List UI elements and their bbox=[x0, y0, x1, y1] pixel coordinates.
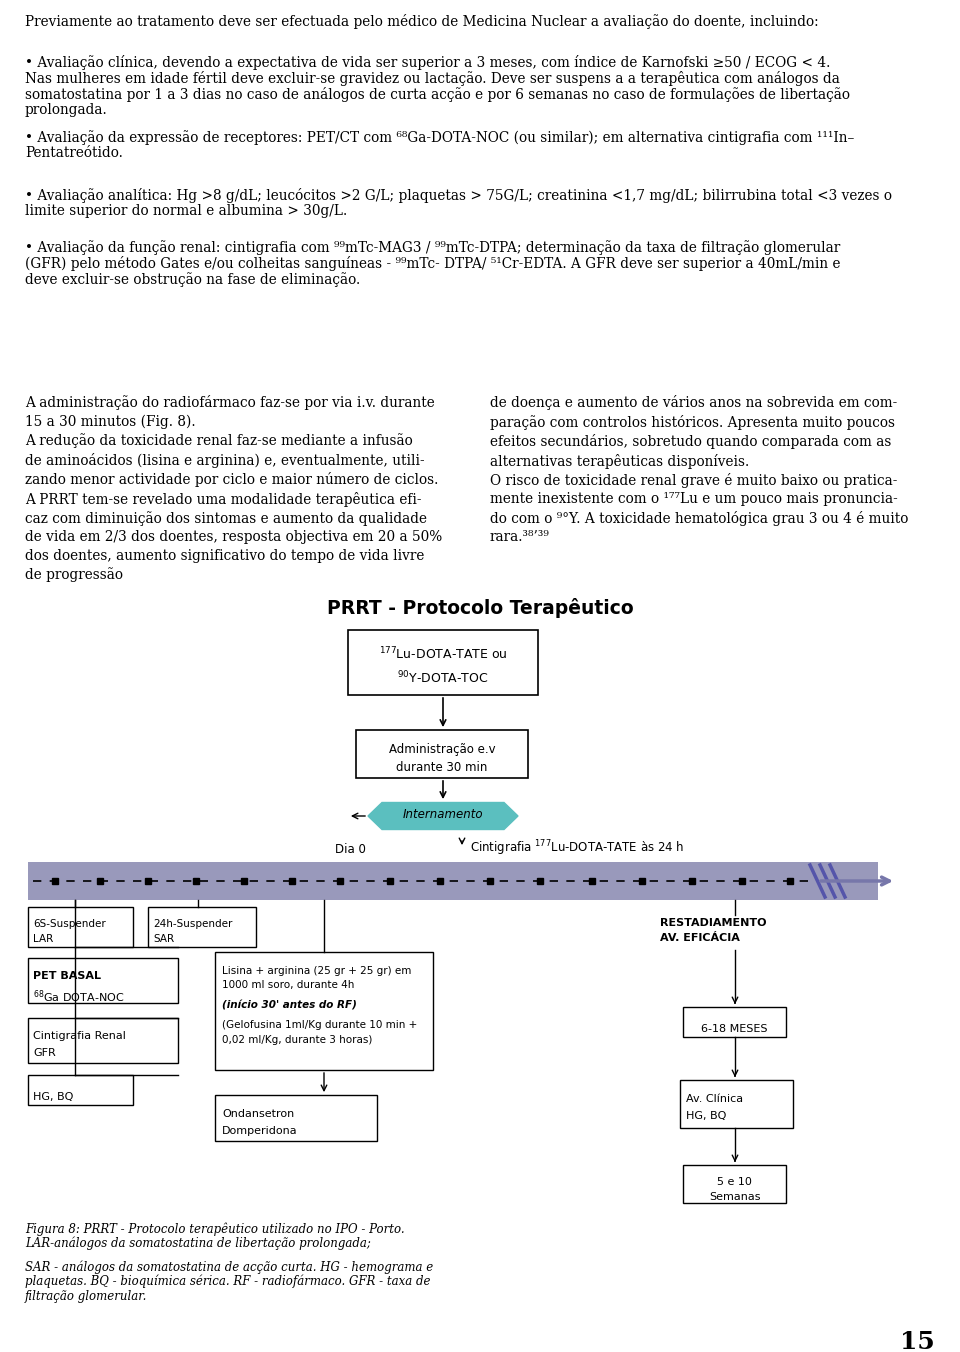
Text: LAR-análogos da somatostatina de libertação prolongada;: LAR-análogos da somatostatina de liberta… bbox=[25, 1237, 371, 1251]
FancyBboxPatch shape bbox=[215, 1095, 377, 1141]
Text: 0,02 ml/Kg, durante 3 horas): 0,02 ml/Kg, durante 3 horas) bbox=[222, 1036, 372, 1045]
Text: SAR - análogos da somatostatina de acção curta. HG - hemograma e: SAR - análogos da somatostatina de acção… bbox=[25, 1260, 433, 1274]
Text: Administração e.v: Administração e.v bbox=[389, 744, 495, 756]
Text: durante 30 min: durante 30 min bbox=[396, 761, 488, 773]
Text: 5 e 10: 5 e 10 bbox=[717, 1178, 752, 1187]
Text: $^{68}$Ga DOTA-NOC: $^{68}$Ga DOTA-NOC bbox=[33, 988, 124, 1005]
Text: 6S-Suspender: 6S-Suspender bbox=[33, 919, 106, 929]
Text: $^{177}$Lu-DOTA-TATE ou: $^{177}$Lu-DOTA-TATE ou bbox=[378, 646, 507, 662]
Text: filtração glomerular.: filtração glomerular. bbox=[25, 1290, 148, 1303]
Text: SAR: SAR bbox=[153, 934, 174, 944]
FancyBboxPatch shape bbox=[148, 907, 256, 946]
FancyBboxPatch shape bbox=[683, 1165, 786, 1203]
Text: 1000 ml soro, durante 4h: 1000 ml soro, durante 4h bbox=[222, 980, 354, 990]
Text: Lisina + arginina (25 gr + 25 gr) em: Lisina + arginina (25 gr + 25 gr) em bbox=[222, 965, 412, 976]
Text: A administração do radiofármaco faz-se por via i.v. durante
15 a 30 minutos (Fig: A administração do radiofármaco faz-se p… bbox=[25, 395, 443, 581]
Text: Figura 8: PRRT - Protocolo terapêutico utilizado no IPO - Porto.: Figura 8: PRRT - Protocolo terapêutico u… bbox=[25, 1222, 404, 1236]
Text: 15: 15 bbox=[900, 1330, 935, 1352]
Polygon shape bbox=[368, 803, 518, 830]
Text: Cintigrafia $^{177}$Lu-DOTA-TATE às 24 h: Cintigrafia $^{177}$Lu-DOTA-TATE às 24 h bbox=[470, 838, 684, 857]
FancyBboxPatch shape bbox=[28, 863, 878, 900]
Text: • Avaliação analítica: Hg >8 g/dL; leucócitos >2 G/L; plaquetas > 75G/L; creatin: • Avaliação analítica: Hg >8 g/dL; leucó… bbox=[25, 188, 892, 203]
FancyBboxPatch shape bbox=[215, 952, 433, 1069]
Text: deve excluir-se obstrução na fase de eliminação.: deve excluir-se obstrução na fase de eli… bbox=[25, 272, 360, 287]
Text: LAR: LAR bbox=[33, 934, 53, 944]
Text: • Avaliação da expressão de receptores: PET/CT com ⁶⁸Ga-DOTA-NOC (ou similar); e: • Avaliação da expressão de receptores: … bbox=[25, 130, 854, 145]
Text: HG, BQ: HG, BQ bbox=[33, 1092, 73, 1102]
Text: • Avaliação clínica, devendo a expectativa de vida ser superior a 3 meses, com í: • Avaliação clínica, devendo a expectati… bbox=[25, 55, 830, 70]
Text: prolongada.: prolongada. bbox=[25, 103, 108, 118]
Text: limite superior do normal e albumina > 30g/L.: limite superior do normal e albumina > 3… bbox=[25, 204, 348, 218]
Text: Nas mulheres em idade fértil deve excluir-se gravidez ou lactação. Deve ser susp: Nas mulheres em idade fértil deve exclui… bbox=[25, 72, 840, 87]
FancyBboxPatch shape bbox=[28, 959, 178, 1003]
Text: Semanas: Semanas bbox=[708, 1192, 760, 1202]
Text: Dia 0: Dia 0 bbox=[335, 844, 366, 856]
Text: GFR: GFR bbox=[33, 1048, 56, 1059]
Text: 6-18 MESES: 6-18 MESES bbox=[701, 1023, 768, 1034]
Text: somatostatina por 1 a 3 dias no caso de análogos de curta acção e por 6 semanas : somatostatina por 1 a 3 dias no caso de … bbox=[25, 87, 850, 101]
Text: Av. Clínica: Av. Clínica bbox=[686, 1094, 743, 1105]
Text: $^{90}$Y-DOTA-TOC: $^{90}$Y-DOTA-TOC bbox=[397, 671, 489, 687]
Text: HG, BQ: HG, BQ bbox=[686, 1111, 727, 1121]
FancyBboxPatch shape bbox=[680, 1080, 793, 1128]
FancyBboxPatch shape bbox=[28, 1018, 178, 1063]
FancyBboxPatch shape bbox=[348, 630, 538, 695]
Text: (início 30' antes do RF): (início 30' antes do RF) bbox=[222, 1000, 357, 1010]
Text: (Gelofusina 1ml/Kg durante 10 min +: (Gelofusina 1ml/Kg durante 10 min + bbox=[222, 1019, 418, 1030]
Text: de doença e aumento de vários anos na sobrevida em com-
paração com controlos hi: de doença e aumento de vários anos na so… bbox=[490, 395, 908, 544]
FancyBboxPatch shape bbox=[356, 730, 528, 777]
Text: • Avaliação da função renal: cintigrafia com ⁹⁹mTc-MAG3 / ⁹⁹mTc-DTPA; determinaç: • Avaliação da função renal: cintigrafia… bbox=[25, 241, 840, 256]
Text: plaquetas. BQ - bioquímica sérica. RF - radiofármaco. GFR - taxa de: plaquetas. BQ - bioquímica sérica. RF - … bbox=[25, 1275, 430, 1288]
Text: PET BASAL: PET BASAL bbox=[33, 971, 101, 982]
Text: 24h-Suspender: 24h-Suspender bbox=[153, 919, 232, 929]
FancyBboxPatch shape bbox=[683, 1007, 786, 1037]
Text: PRRT - Protocolo Terapêutico: PRRT - Protocolo Terapêutico bbox=[326, 598, 634, 618]
Text: (GFR) pelo método Gates e/ou colheitas sanguíneas - ⁹⁹mTc- DTPA/ ⁵¹Cr-EDTA. A GF: (GFR) pelo método Gates e/ou colheitas s… bbox=[25, 256, 841, 270]
Text: AV. EFICÁCIA: AV. EFICÁCIA bbox=[660, 933, 740, 942]
FancyBboxPatch shape bbox=[28, 1075, 133, 1105]
Text: Cintigrafia Renal: Cintigrafia Renal bbox=[33, 1032, 126, 1041]
Text: Pentatreótido.: Pentatreótido. bbox=[25, 146, 123, 160]
FancyBboxPatch shape bbox=[28, 907, 133, 946]
Text: Internamento: Internamento bbox=[402, 808, 483, 822]
Text: RESTADIAMENTO: RESTADIAMENTO bbox=[660, 918, 766, 927]
Text: Ondansetron: Ondansetron bbox=[222, 1109, 295, 1119]
Text: Domperidona: Domperidona bbox=[222, 1126, 298, 1136]
Text: Previamente ao tratamento deve ser efectuada pelo médico de Medicina Nuclear a a: Previamente ao tratamento deve ser efect… bbox=[25, 14, 819, 28]
